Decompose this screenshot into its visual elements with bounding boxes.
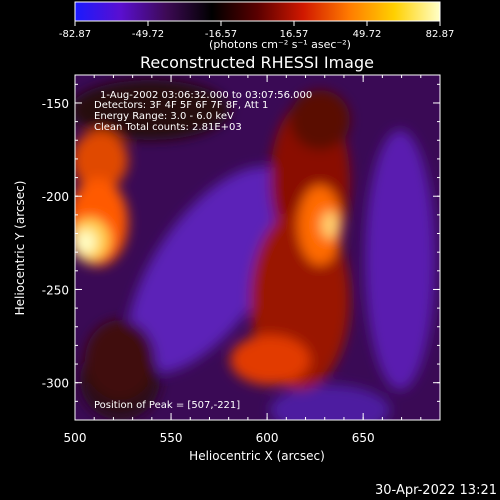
colorbar-tick-label: 49.72: [353, 29, 382, 40]
heatmap-image: [75, 75, 440, 420]
timestamp: 30-Apr-2022 13:21: [375, 483, 497, 498]
annotation-line: 1-Aug-2002 03:06:32.000 to 03:07:56.000: [100, 90, 312, 101]
x-tick-label: 600: [256, 431, 279, 445]
x-axis-label: Heliocentric X (arcsec): [189, 449, 325, 463]
x-tick-label: 500: [64, 431, 87, 445]
annotation-line: Detectors: 3F 4F 5F 6F 7F 8F, Att 1: [94, 100, 268, 111]
y-tick-label: -150: [42, 97, 69, 111]
colorbar-tick-label: -82.87: [59, 29, 91, 40]
x-axis-ticks: 500 550 600 650: [64, 75, 441, 445]
y-tick-label: -300: [42, 377, 69, 391]
chart-title: Reconstructed RHESSI Image: [140, 53, 374, 72]
annotation-line: Energy Range: 3.0 - 6.0 keV: [94, 111, 234, 122]
y-tick-label: -200: [42, 190, 69, 204]
y-axis-ticks: -150 -200 -250 -300: [42, 83, 440, 402]
colorbar-tick-label: -49.72: [132, 29, 164, 40]
colorbar: [74, 1, 441, 22]
colorbar-tick-label: 82.87: [426, 29, 455, 40]
peak-label: Position of Peak = [507,-221]: [94, 400, 240, 411]
colorbar-tick-label: -16.57: [205, 29, 237, 40]
x-tick-label: 650: [352, 431, 375, 445]
x-tick-label: 550: [160, 431, 183, 445]
annotations: 1-Aug-2002 03:06:32.000 to 03:07:56.000D…: [94, 90, 312, 133]
colorbar-unit-label: (photons cm⁻² s⁻¹ asec⁻²): [209, 38, 351, 51]
y-tick-label: -250: [42, 283, 69, 297]
colorbar-tick-label: 16.57: [280, 29, 309, 40]
plot-frame: [74, 74, 441, 421]
annotation-line: Clean Total counts: 2.81E+03: [94, 122, 242, 133]
y-axis-label: Heliocentric Y (arcsec): [13, 181, 27, 316]
colorbar-ticks: -82.87 -49.72 -16.57 16.57 49.72 82.87: [59, 21, 454, 40]
